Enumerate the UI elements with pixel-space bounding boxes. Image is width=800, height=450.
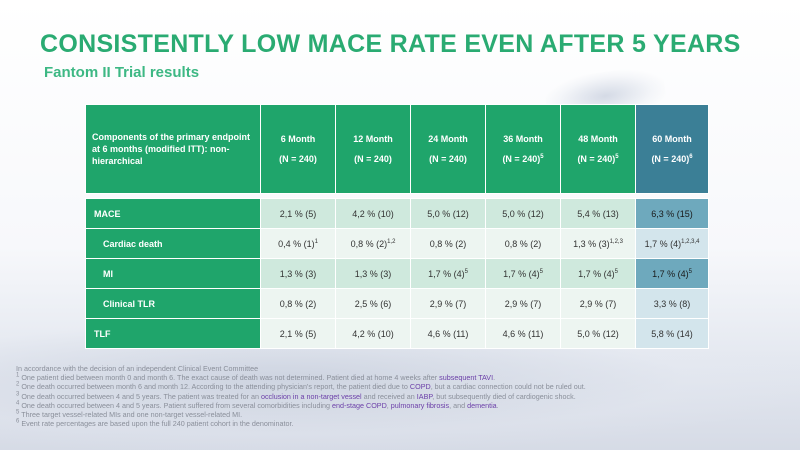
table-cell: 5,0 % (12) — [560, 318, 636, 349]
header-n: (N = 240) — [651, 154, 690, 164]
row-label: Cardiac death — [85, 228, 261, 259]
header-col-60-month: 60 Month (N = 240)6 — [635, 104, 709, 194]
table-header-row: Components of the primary endpoint at 6 … — [85, 104, 709, 194]
table-cell: 1,7 % (4)5 — [410, 258, 486, 289]
table-cell: 5,4 % (13) — [560, 198, 636, 229]
footnote-3: 3 One death occurred between 4 and 5 yea… — [16, 391, 576, 401]
footnote-intro: In accordance with the decision of an in… — [16, 364, 259, 373]
header-sup: 5 — [615, 154, 619, 160]
header-period: 12 Month — [353, 134, 393, 144]
table-cell: 1,7 % (4)5 — [560, 258, 636, 289]
table-cell: 5,0 % (12) — [410, 198, 486, 229]
results-table: Components of the primary endpoint at 6 … — [85, 104, 709, 349]
header-n: (N = 240) — [502, 154, 541, 164]
background-shading — [0, 330, 800, 450]
row-label: TLF — [85, 318, 261, 349]
header-col-6-month: 6 Month (N = 240) — [260, 104, 336, 194]
table-row: Clinical TLR 0,8 % (2) 2,5 % (6) 2,9 % (7) 2… — [85, 288, 709, 319]
table-cell: 2,9 % (7) — [560, 288, 636, 319]
header-sup: 5 — [540, 154, 544, 160]
table-cell: 2,1 % (5) — [260, 318, 336, 349]
table-cell: 1,3 % (3)1,2,3 — [560, 228, 636, 259]
slide-title: CONSISTENTLY LOW MACE RATE EVEN AFTER 5 … — [40, 30, 741, 58]
header-period: 48 Month — [578, 134, 618, 144]
table-cell: 4,2 % (10) — [335, 198, 411, 229]
header-n: (N = 240) — [279, 154, 317, 164]
table-cell: 0,8 % (2) — [410, 228, 486, 259]
footnote-2: 2 One death occurred between month 6 and… — [16, 382, 586, 392]
table-row: TLF 2,1 % (5) 4,2 % (10) 4,6 % (11) 4,6 % (1… — [85, 318, 709, 349]
header-n: (N = 240) — [354, 154, 392, 164]
table-row: MACE 2,1 % (5) 4,2 % (10) 5,0 % (12) 5,0 % (… — [85, 198, 709, 229]
table-cell: 0,4 % (1)1 — [260, 228, 336, 259]
row-label: Clinical TLR — [85, 288, 261, 319]
table-cell: 2,9 % (7) — [485, 288, 561, 319]
table-cell: 1,7 % (4)1,2,3,4 — [635, 228, 709, 259]
table-row: Cardiac death 0,4 % (1)1 0,8 % (2)1,2 0,8 %… — [85, 228, 709, 259]
table-cell: 5,0 % (12) — [485, 198, 561, 229]
header-sup: 6 — [689, 154, 693, 160]
header-period: 24 Month — [428, 134, 468, 144]
table-cell: 0,8 % (2)1,2 — [335, 228, 411, 259]
table-cell: 5,8 % (14) — [635, 318, 709, 349]
row-label: MI — [85, 258, 261, 289]
header-period: 6 Month — [280, 134, 316, 144]
header-col-12-month: 12 Month (N = 240) — [335, 104, 411, 194]
header-components: Components of the primary endpoint at 6 … — [85, 104, 261, 194]
header-n: (N = 240) — [577, 154, 616, 164]
table-cell: 2,5 % (6) — [335, 288, 411, 319]
table-cell: 4,6 % (11) — [410, 318, 486, 349]
table-cell: 2,9 % (7) — [410, 288, 486, 319]
table-cell: 1,7 % (4)5 — [485, 258, 561, 289]
table-cell: 4,6 % (11) — [485, 318, 561, 349]
table-row: MI 1,3 % (3) 1,3 % (3) 1,7 % (4)5 1,7 % (4)5… — [85, 258, 709, 289]
table-cell: 6,3 % (15) — [635, 198, 709, 229]
footnote-4: 4 One death occurred between 4 and 5 yea… — [16, 400, 499, 410]
header-col-24-month: 24 Month (N = 240) — [410, 104, 486, 194]
row-label: MACE — [85, 198, 261, 229]
footnotes: In accordance with the decision of an in… — [16, 364, 586, 428]
header-col-36-month: 36 Month (N = 240)5 — [485, 104, 561, 194]
footnote-6: 6 Event rate percentages are based upon … — [16, 418, 294, 429]
header-n: (N = 240) — [429, 154, 467, 164]
table-cell: 1,3 % (3) — [335, 258, 411, 289]
table-cell: 4,2 % (10) — [335, 318, 411, 349]
header-period: 36 Month — [503, 134, 543, 144]
table-cell: 0,8 % (2) — [485, 228, 561, 259]
table-cell: 2,1 % (5) — [260, 198, 336, 229]
footnote-5: 5 Three target vessel-related MIs and on… — [16, 409, 243, 420]
header-period: 60 Month — [652, 134, 692, 144]
header-col-48-month: 48 Month (N = 240)5 — [560, 104, 636, 194]
table-cell: 0,8 % (2) — [260, 288, 336, 319]
table-cell: 1,7 % (4)5 — [635, 258, 709, 289]
footnote-1: 1 One patient died between month 0 and m… — [16, 372, 496, 383]
table-cell: 3,3 % (8) — [635, 288, 709, 319]
slide-subtitle: Fantom II Trial results — [44, 64, 200, 81]
table-cell: 1,3 % (3) — [260, 258, 336, 289]
